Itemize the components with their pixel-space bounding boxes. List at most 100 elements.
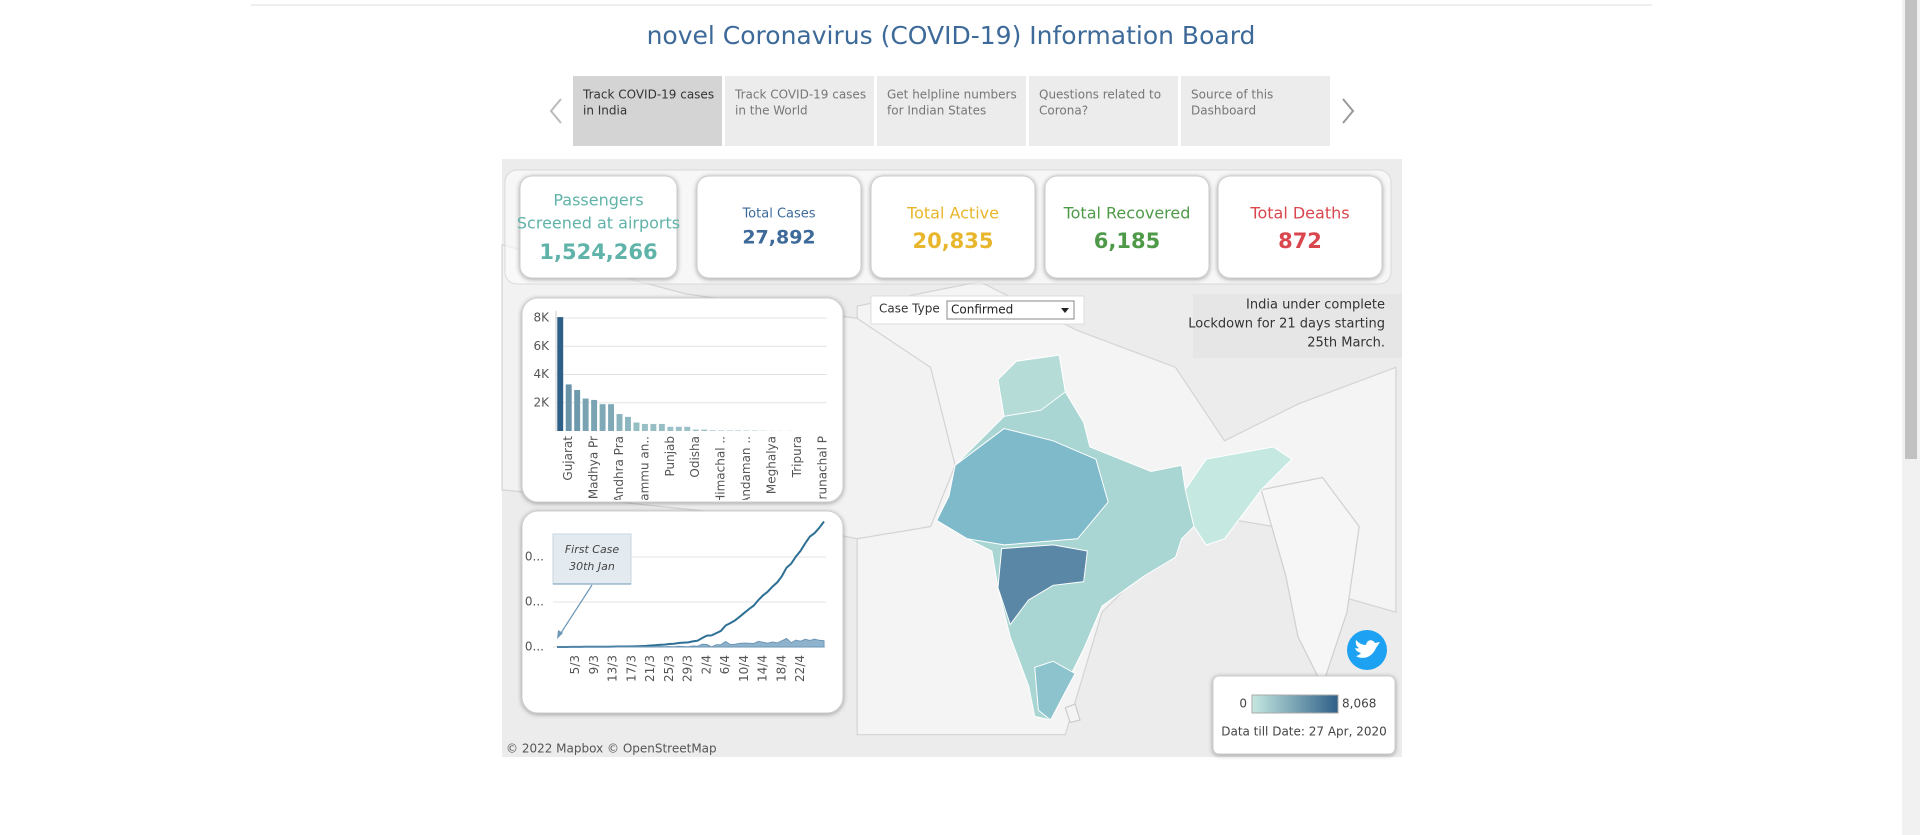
bar	[726, 430, 733, 431]
x-tick-label: 13/3	[606, 655, 620, 682]
bar	[658, 423, 665, 431]
filter-label: Case Type	[879, 302, 940, 316]
kpi-card	[1044, 175, 1210, 279]
dropdown-value: Confirmed	[951, 303, 1013, 317]
annotation-text: 30th Jan	[569, 560, 615, 573]
line-chart: 0... 0... 0... 5/3 9/3 13/3 17/3 21/3 25/3 29/3 2/…	[525, 520, 826, 682]
bar	[718, 430, 725, 431]
annotation-arrow	[558, 584, 593, 637]
x-tick-label: Tripura	[790, 436, 804, 478]
tab[interactable]	[725, 76, 874, 146]
annotation-arrowhead	[557, 630, 563, 639]
x-tick-label: Himachal ..	[714, 436, 728, 504]
bar	[701, 429, 708, 431]
tab-label: Questions related to	[1039, 88, 1161, 102]
note-line: Lockdown for 21 days starting	[1188, 317, 1385, 332]
y-tick-label: 0...	[525, 550, 544, 564]
next-arrow[interactable]	[1342, 98, 1355, 124]
kpi-card	[1217, 175, 1383, 279]
tab-label: Source of this	[1191, 88, 1273, 102]
bar	[633, 422, 640, 431]
y-tick-label: 4K	[533, 367, 550, 381]
x-tick-label: Meghalya	[764, 436, 778, 494]
x-tick-label: 17/3	[624, 655, 638, 682]
tab-label: Track COVID-19 cases	[734, 88, 866, 102]
x-tick-label: Jammu an..	[637, 436, 651, 505]
tab-label: in the World	[735, 104, 808, 118]
x-tick-label: 2/4	[699, 655, 713, 674]
legend-date: Data till Date: 27 Apr, 2020	[1221, 725, 1387, 739]
x-tick-label: Andaman ..	[739, 436, 753, 505]
kpi-value: 6,185	[1094, 229, 1160, 253]
bar	[574, 390, 581, 431]
case-type-filter: Case Type Confirmed	[870, 295, 1085, 325]
bar	[692, 429, 699, 431]
x-tick-label: 6/4	[718, 655, 732, 674]
tab-label: Dashboard	[1191, 104, 1256, 118]
bar	[599, 404, 606, 431]
kpi-value: 872	[1278, 229, 1322, 253]
x-tick-label: 14/4	[756, 655, 770, 682]
x-tick-label: Punjab	[663, 436, 677, 477]
x-tick-label: Odisha	[688, 436, 702, 478]
x-tick-label: 25/3	[662, 655, 676, 682]
annotation-text: First Case	[565, 543, 620, 556]
bar	[641, 423, 648, 431]
tab-bar: Track COVID-19 cases in India Track COVID-…	[549, 76, 1355, 146]
kpi-value: 1,524,266	[539, 240, 657, 264]
bar	[667, 426, 674, 431]
tab[interactable]	[1181, 76, 1330, 146]
area	[557, 637, 825, 648]
bar-panel	[521, 297, 844, 503]
lockdown-note: India under complete Lockdown for 21 days…	[1188, 298, 1385, 351]
y-tick-label: 2K	[533, 395, 550, 409]
dropdown-caret	[1061, 308, 1069, 313]
scrollbar-thumb[interactable]	[1905, 0, 1917, 459]
note-line: India under complete	[1246, 298, 1385, 313]
tab[interactable]	[877, 76, 1026, 146]
x-tick-label: 5/3	[568, 655, 582, 674]
note-box	[1193, 294, 1402, 358]
legend-gradient	[1251, 694, 1339, 714]
kpi-value: 20,835	[912, 229, 993, 253]
y-tick-label: 0...	[525, 640, 544, 654]
annotation-box	[552, 533, 632, 585]
kpi-label: Total Active	[906, 204, 999, 223]
legend-max: 8,068	[1342, 697, 1376, 711]
prev-arrow[interactable]	[549, 98, 562, 124]
kpi-card	[870, 175, 1036, 279]
bar	[735, 430, 742, 431]
bar-chart: 2K 4K 6K 8K Gujarat Madhya Pr Andhra Pra Jammu …	[533, 311, 829, 508]
tab-label: in India	[583, 104, 627, 118]
bar	[591, 399, 598, 431]
kpi-label: Total Deaths	[1249, 204, 1349, 223]
dropdown[interactable]	[946, 300, 1075, 320]
x-tick-label: Andhra Pra	[612, 436, 626, 502]
kpi-card	[519, 175, 678, 279]
map-legend	[1212, 675, 1396, 755]
x-tick-label: 22/4	[793, 655, 807, 682]
x-tick-label: 10/4	[737, 655, 751, 682]
kpi-value: 27,892	[742, 227, 815, 249]
page-title: novel Coronavirus (COVID-19) Information…	[647, 21, 1256, 50]
kpi-label: Passengers	[553, 191, 643, 210]
tab-label: Track COVID-19 cases	[582, 88, 714, 102]
x-tick-label: 9/3	[587, 655, 601, 674]
x-tick-label: 21/3	[643, 655, 657, 682]
bar	[625, 416, 631, 431]
legend-min: 0	[1239, 697, 1247, 711]
bar	[565, 384, 572, 431]
map-credit: © 2022 Mapbox © OpenStreetMap	[506, 742, 717, 756]
bar	[709, 430, 716, 431]
y-tick-label: 6K	[533, 339, 550, 353]
y-tick-label: 8K	[533, 311, 550, 325]
tab[interactable]	[573, 76, 722, 146]
note-line: 25th March.	[1307, 336, 1385, 351]
tab[interactable]	[1029, 76, 1178, 146]
tab-label: for Indian States	[887, 104, 986, 118]
bar	[616, 414, 623, 431]
bar	[557, 317, 564, 431]
x-tick-label: Arunachal P	[815, 436, 829, 508]
